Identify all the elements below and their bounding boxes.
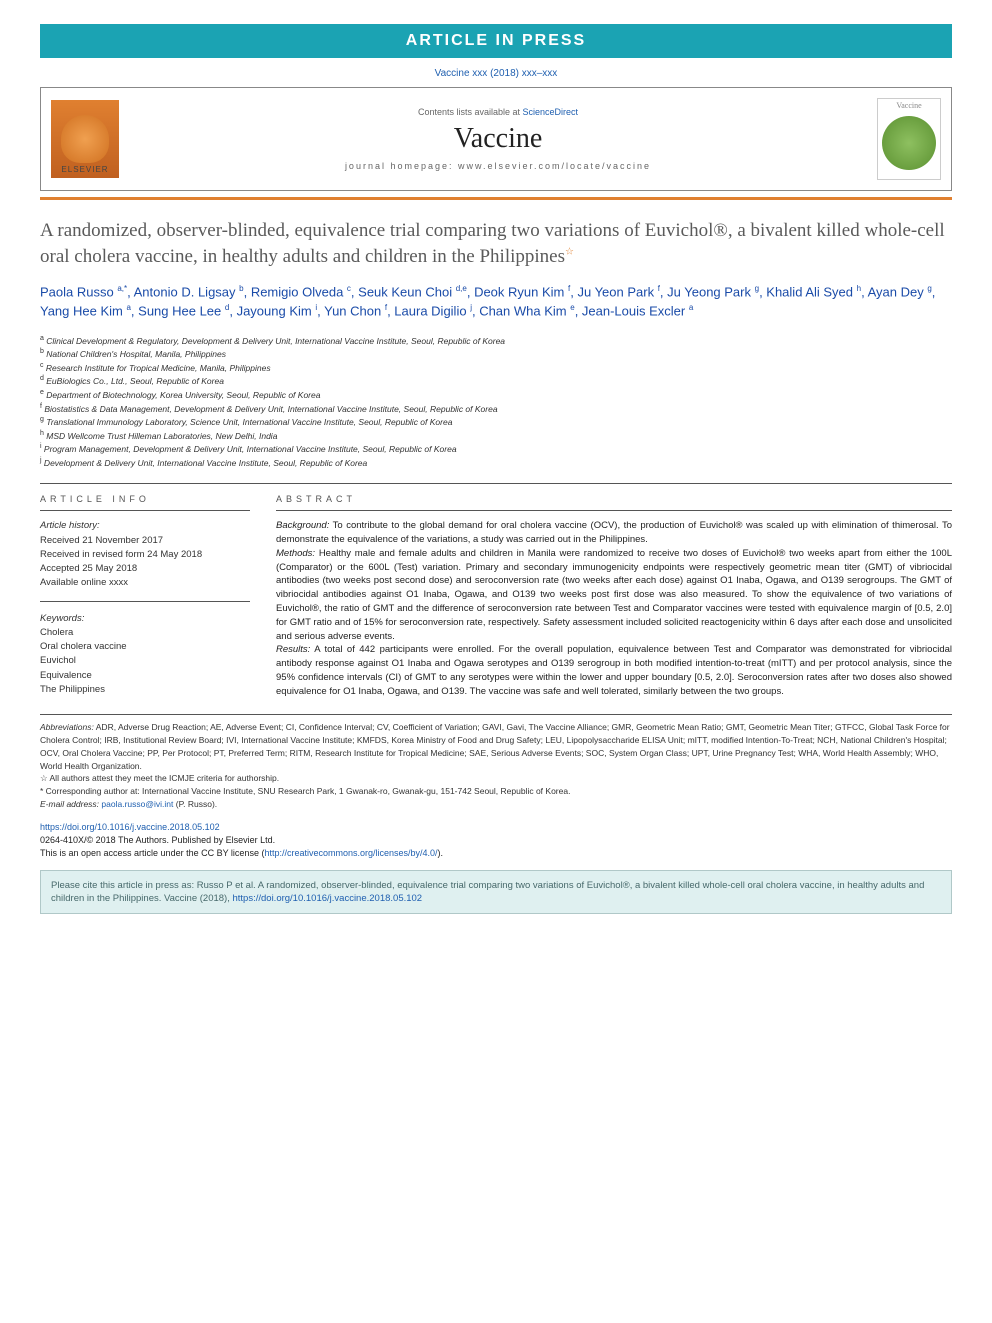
cite-doi-link[interactable]: https://doi.org/10.1016/j.vaccine.2018.0… xyxy=(232,893,422,904)
article-info-heading: ARTICLE INFO xyxy=(40,488,250,511)
cc-license-link[interactable]: http://creativecommons.org/licenses/by/4… xyxy=(264,848,437,858)
keyword-item: Equivalence xyxy=(40,669,250,683)
affiliation-line: c Research Institute for Tropical Medici… xyxy=(40,361,952,375)
article-history: Article history: Received 21 November 20… xyxy=(40,519,250,601)
abstract-bg-label: Background: xyxy=(276,520,329,531)
keyword-item: The Philippines xyxy=(40,683,250,697)
history-revised: Received in revised form 24 May 2018 xyxy=(40,548,250,562)
contents-available-line: Contents lists available at ScienceDirec… xyxy=(131,107,865,117)
right-column: ABSTRACT Background: To contribute to th… xyxy=(276,488,952,698)
history-online: Available online xxxx xyxy=(40,576,250,590)
affiliation-line: g Translational Immunology Laboratory, S… xyxy=(40,415,952,429)
history-accepted: Accepted 25 May 2018 xyxy=(40,562,250,576)
cover-image-icon xyxy=(882,116,936,170)
email-tail: (P. Russo). xyxy=(173,799,217,809)
top-citation-line: Vaccine xxx (2018) xxx–xxx xyxy=(40,68,952,79)
section-rule xyxy=(40,483,952,484)
article-title-text: A randomized, observer-blinded, equivale… xyxy=(40,220,945,267)
affiliation-line: i Program Management, Development & Deli… xyxy=(40,442,952,456)
please-cite-box: Please cite this article in press as: Ru… xyxy=(40,870,952,915)
sciencedirect-link[interactable]: ScienceDirect xyxy=(523,107,579,117)
affiliation-line: e Department of Biotechnology, Korea Uni… xyxy=(40,388,952,402)
abstract-results-text: A total of 442 participants were enrolle… xyxy=(276,644,952,696)
affiliation-line: h MSD Wellcome Trust Hilleman Laboratori… xyxy=(40,429,952,443)
keyword-item: Oral cholera vaccine xyxy=(40,640,250,654)
affiliation-line: b National Children's Hospital, Manila, … xyxy=(40,347,952,361)
keywords-label: Keywords: xyxy=(40,612,250,626)
article-in-press-banner: ARTICLE IN PRESS xyxy=(40,24,952,58)
abbreviations-line: Abbreviations: ADR, Adverse Drug Reactio… xyxy=(40,721,952,772)
email-label: E-mail address: xyxy=(40,799,101,809)
keywords-block: Keywords: CholeraOral cholera vaccineEuv… xyxy=(40,612,250,698)
footnote-star-corresponding: * Corresponding author at: International… xyxy=(40,785,952,798)
abstract-body: Background: To contribute to the global … xyxy=(276,519,952,698)
elsevier-logo: ELSEVIER xyxy=(51,100,119,178)
cover-title: Vaccine xyxy=(896,101,921,110)
oa-prefix: This is an open access article under the… xyxy=(40,848,264,858)
journal-homepage-line: journal homepage: www.elsevier.com/locat… xyxy=(131,161,865,171)
abbrev-label: Abbreviations: xyxy=(40,722,94,732)
footnote-star-authorship: ☆ All authors attest they meet the ICMJE… xyxy=(40,772,952,785)
history-label: Article history: xyxy=(40,519,250,533)
abbrev-text: ADR, Adverse Drug Reaction; AE, Adverse … xyxy=(40,722,950,770)
email-link[interactable]: paola.russo@ivi.int xyxy=(101,799,173,809)
orange-divider xyxy=(40,197,952,200)
affiliations-list: a Clinical Development & Regulatory, Dev… xyxy=(40,334,952,470)
abstract-methods-label: Methods: xyxy=(276,548,315,559)
keyword-item: Euvichol xyxy=(40,654,250,668)
history-received: Received 21 November 2017 xyxy=(40,534,250,548)
contents-prefix: Contents lists available at xyxy=(418,107,523,117)
keyword-item: Cholera xyxy=(40,626,250,640)
abstract-results-label: Results: xyxy=(276,644,310,655)
footnote-email-line: E-mail address: paola.russo@ivi.int (P. … xyxy=(40,798,952,811)
journal-header-box: ELSEVIER Contents lists available at Sci… xyxy=(40,87,952,191)
article-title: A randomized, observer-blinded, equivale… xyxy=(40,218,952,269)
abstract-bg-text: To contribute to the global demand for o… xyxy=(276,520,952,545)
title-footnote-star: ☆ xyxy=(565,246,574,257)
author-list: Paola Russo a,*, Antonio D. Ligsay b, Re… xyxy=(40,283,952,321)
oa-tail: ). xyxy=(438,848,444,858)
left-column: ARTICLE INFO Article history: Received 2… xyxy=(40,488,250,698)
doi-link[interactable]: https://doi.org/10.1016/j.vaccine.2018.0… xyxy=(40,821,952,834)
affiliation-line: d EuBiologics Co., Ltd., Seoul, Republic… xyxy=(40,374,952,388)
abstract-methods-text: Healthy male and female adults and child… xyxy=(276,548,952,642)
open-access-line: This is an open access article under the… xyxy=(40,847,952,860)
affiliation-line: f Biostatistics & Data Management, Devel… xyxy=(40,402,952,416)
abstract-heading: ABSTRACT xyxy=(276,488,952,511)
doi-block: https://doi.org/10.1016/j.vaccine.2018.0… xyxy=(40,821,952,860)
affiliation-line: j Development & Delivery Unit, Internati… xyxy=(40,456,952,470)
footnotes: Abbreviations: ADR, Adverse Drug Reactio… xyxy=(40,714,952,810)
elsevier-tree-icon xyxy=(61,115,109,163)
journal-name: Vaccine xyxy=(131,123,865,155)
affiliation-line: a Clinical Development & Regulatory, Dev… xyxy=(40,334,952,348)
issn-copyright: 0264-410X/© 2018 The Authors. Published … xyxy=(40,834,952,847)
elsevier-logo-label: ELSEVIER xyxy=(61,165,108,174)
journal-cover-thumb: Vaccine xyxy=(877,98,941,180)
cite-text: Please cite this article in press as: Ru… xyxy=(51,880,924,904)
